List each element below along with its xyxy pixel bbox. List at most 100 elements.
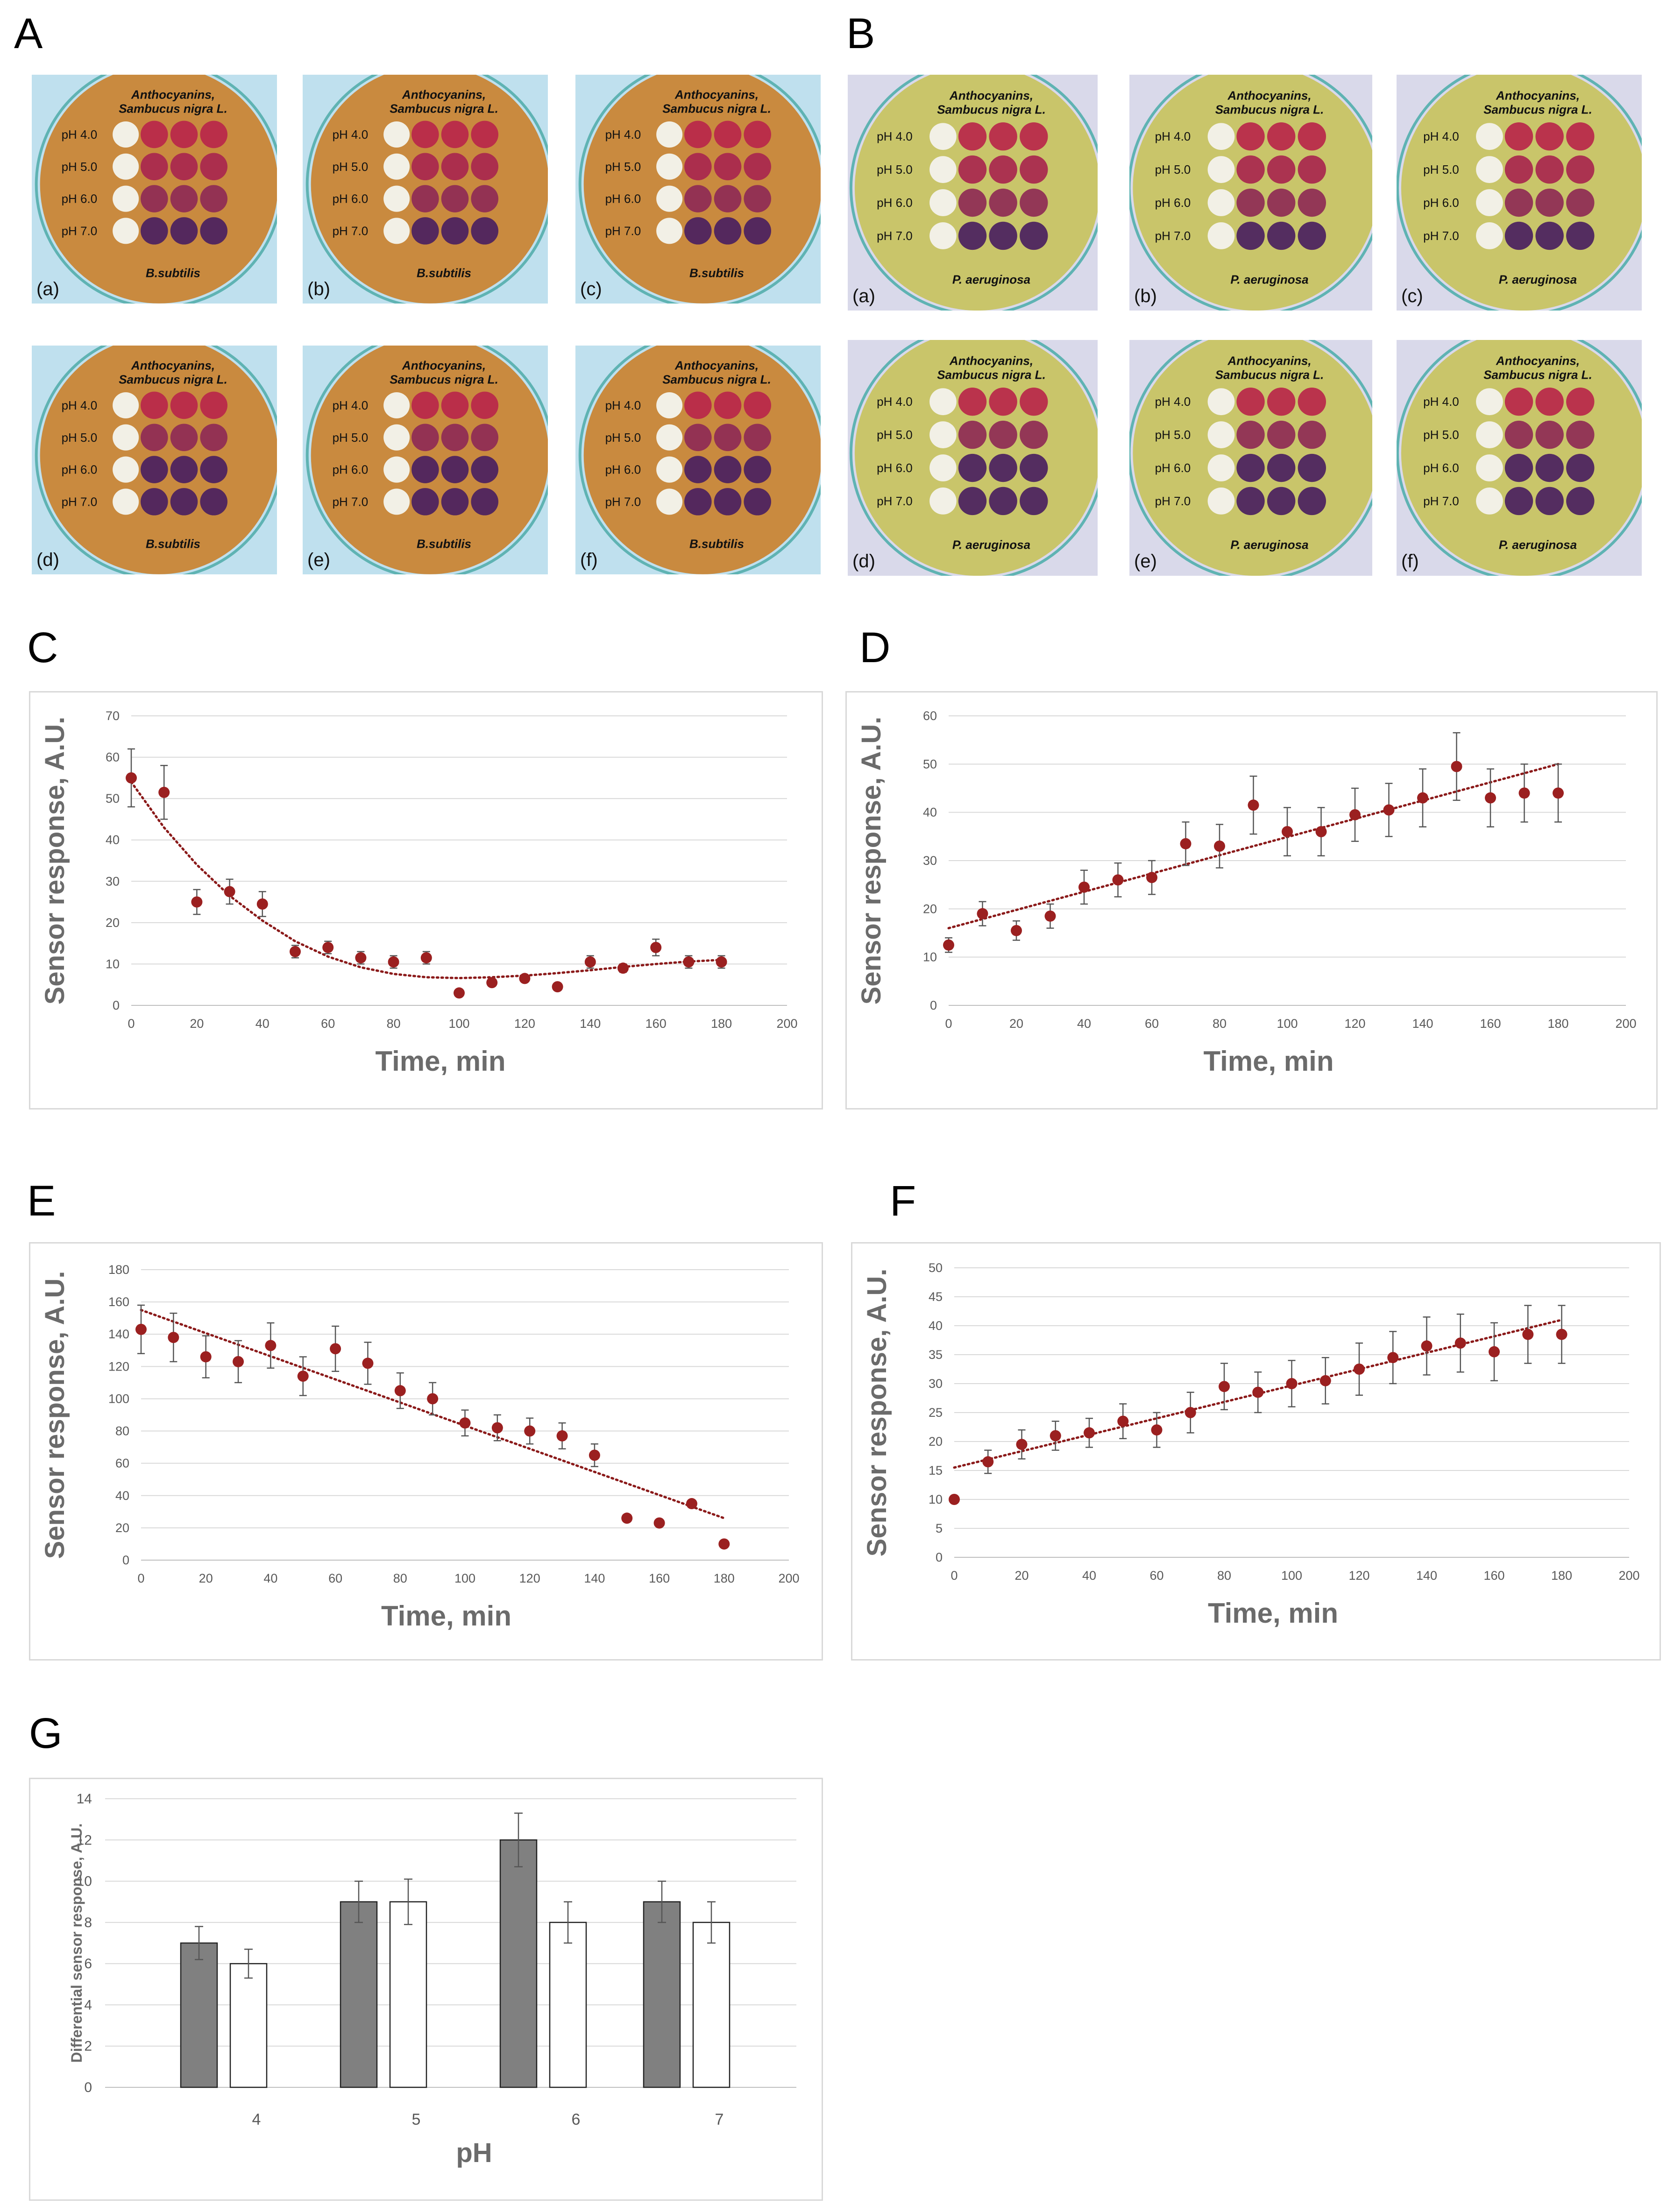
data-point: [650, 942, 662, 953]
ph-row-label: pH 5.0: [333, 431, 369, 445]
bar-series-1: [499, 1839, 538, 2088]
petri-dish-svg: Anthocyanins,Sambucus nigra L. pH 4.0 pH 5…: [1129, 75, 1372, 311]
x-tick-label: 200: [778, 1571, 799, 1585]
y-tick-label: 10: [77, 1874, 92, 1889]
data-point: [1248, 799, 1259, 811]
x-tick-label: 180: [714, 1571, 735, 1585]
blank-disc: [656, 456, 683, 483]
blank-disc: [113, 218, 139, 244]
sensor-disc: [471, 456, 499, 483]
sensor-disc: [441, 456, 469, 483]
sensor-disc: [1566, 188, 1595, 217]
data-point: [1185, 1407, 1196, 1418]
blank-disc: [1207, 189, 1235, 216]
sensor-disc: [141, 153, 168, 181]
sensor-disc: [200, 391, 228, 419]
petri-dish-svg: Anthocyanins,Sambucus nigra L. pH 4.0 pH 5…: [849, 75, 1098, 311]
sensor-disc: [200, 424, 228, 452]
data-point: [716, 956, 727, 968]
ph-row-label: pH 7.0: [605, 224, 641, 238]
ph-row-label: pH 4.0: [1155, 129, 1191, 143]
sensor-disc: [1298, 487, 1326, 516]
panel-letter-b: B: [846, 10, 875, 57]
data-point: [718, 1538, 730, 1550]
dish-rim: [849, 75, 1098, 311]
data-point: [982, 1456, 994, 1468]
sensor-disc: [684, 424, 712, 452]
sensor-disc: [1566, 388, 1595, 416]
dish-title-2: Sambucus nigra L.: [1483, 102, 1592, 116]
x-tick-label: 20: [1014, 1569, 1029, 1583]
data-point: [1454, 1337, 1466, 1349]
sensor-disc: [1298, 122, 1326, 151]
y-tick-label: 50: [106, 792, 120, 806]
blank-disc: [1207, 156, 1235, 183]
data-point: [1219, 1381, 1230, 1392]
x-tick-label: 60: [1149, 1569, 1163, 1583]
y-tick-label: 12: [77, 1832, 92, 1848]
x-tick-label: 100: [1281, 1569, 1302, 1583]
x-tick-label: 200: [1618, 1569, 1639, 1583]
chart-c: 0 10 20 30 40 50 60 70 0 20 40 60 80 100 120 140 160 180 2…: [29, 691, 823, 1110]
dish-title-1: Anthocyanins,: [1496, 88, 1580, 102]
dish-title-1: Anthocyanins,: [674, 359, 759, 373]
bar-series-1: [340, 1901, 378, 2088]
y-tick-label: 8: [84, 1915, 92, 1930]
y-tick-label: 0: [122, 1553, 129, 1567]
dish-title-1: Anthocyanins,: [674, 88, 759, 102]
sensor-disc: [1566, 487, 1595, 516]
blank-disc: [383, 153, 410, 180]
dish-rim: [578, 346, 821, 574]
petri-dish-svg: Anthocyanins,Sambucus nigra L. pH 4.0 pH 5…: [35, 75, 277, 304]
y-tick-label: 2: [84, 2039, 92, 2054]
sensor-disc: [1504, 221, 1533, 250]
blank-disc: [929, 222, 957, 249]
y-tick-label: 6: [84, 1956, 92, 1972]
ph-row-label: pH 6.0: [877, 461, 913, 475]
data-point: [621, 1512, 633, 1524]
sensor-disc: [411, 120, 439, 148]
organism-label: B.subtilis: [146, 537, 200, 551]
data-point: [1489, 1346, 1500, 1357]
x-tick-label: 0: [137, 1571, 144, 1585]
sensor-disc: [744, 456, 772, 483]
data-point: [1315, 826, 1327, 837]
y-tick-label: 100: [108, 1392, 129, 1406]
chart-d: 0 10 20 30 40 50 60 0 20 40 60 80 100 120 140 160 180 200…: [845, 691, 1658, 1110]
sensor-disc: [441, 391, 469, 419]
y-axis-title: Sensor response, A.U.: [40, 1271, 70, 1559]
photo-subpanel-letter: (e): [1134, 551, 1157, 572]
sensor-disc: [200, 456, 228, 483]
sensor-disc: [989, 221, 1017, 250]
blank-disc: [656, 392, 683, 419]
y-tick-label: 10: [929, 1492, 943, 1506]
data-point: [519, 973, 531, 984]
dish-rim: [578, 75, 821, 304]
sensor-disc: [1535, 122, 1564, 151]
ph-row-label: pH 6.0: [1155, 461, 1191, 475]
x-tick-label: 160: [649, 1571, 670, 1585]
y-tick-label: 40: [929, 1319, 943, 1333]
panel-letter-a: A: [14, 10, 43, 57]
sensor-disc: [1504, 487, 1533, 516]
blank-disc: [656, 121, 683, 148]
data-point: [1349, 809, 1361, 820]
sensor-disc: [1504, 388, 1533, 416]
sensor-disc: [744, 153, 772, 181]
sensor-disc: [141, 217, 168, 245]
ph-row-label: pH 4.0: [877, 395, 913, 409]
dish-rim: [35, 75, 277, 304]
chart-f: 0 5 10 15 20 25 30 35 40 45 50 0 20 40 60 80 100 120 140 16…: [851, 1242, 1661, 1661]
sensor-disc: [441, 424, 469, 452]
dish-title-1: Anthocyanins,: [402, 88, 486, 102]
data-point: [1421, 1340, 1433, 1352]
sensor-disc: [1236, 155, 1265, 184]
ph-row-label: pH 7.0: [62, 495, 98, 509]
ph-row-label: pH 7.0: [333, 495, 369, 509]
sensor-disc: [170, 217, 198, 245]
sensor-disc: [989, 122, 1017, 151]
y-tick-label: 120: [108, 1359, 129, 1373]
blank-disc: [1207, 421, 1235, 448]
data-point: [1522, 1329, 1534, 1340]
y-tick-label: 40: [115, 1489, 129, 1503]
